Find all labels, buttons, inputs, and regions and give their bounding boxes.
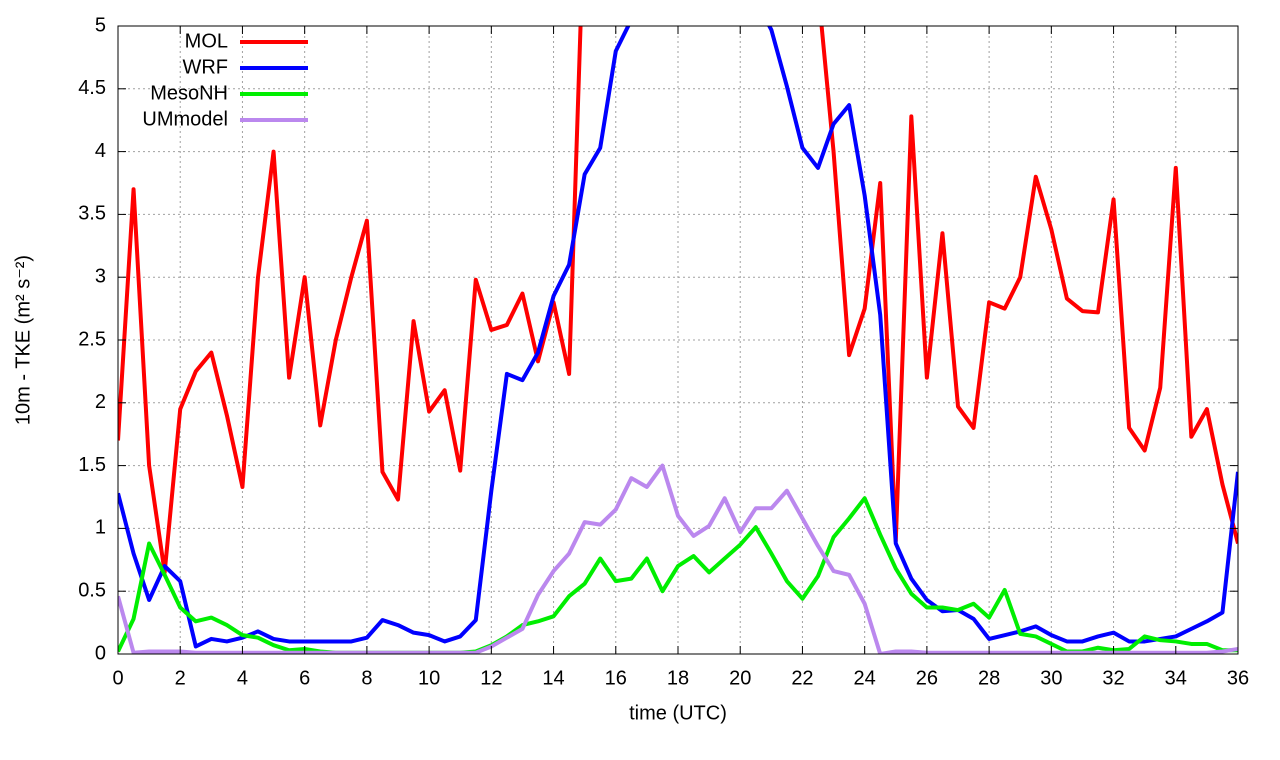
legend-label: MesoNH — [150, 82, 228, 104]
x-tick-label: 36 — [1227, 667, 1249, 689]
x-tick-label: 10 — [418, 667, 440, 689]
y-tick-label: 4 — [95, 140, 106, 162]
y-tick-label: 0 — [95, 642, 106, 664]
y-tick-label: 0.5 — [78, 579, 106, 601]
x-tick-label: 0 — [112, 667, 123, 689]
y-tick-label: 2 — [95, 391, 106, 413]
y-tick-label: 3 — [95, 265, 106, 287]
x-tick-label: 16 — [605, 667, 627, 689]
y-tick-label: 1.5 — [78, 454, 106, 476]
series-line — [118, 26, 1238, 575]
x-axis-label: time (UTC) — [629, 702, 727, 724]
y-tick-label: 1 — [95, 517, 106, 539]
legend-label: MOL — [185, 30, 228, 52]
x-tick-label: 20 — [729, 667, 751, 689]
x-tick-label: 22 — [791, 667, 813, 689]
x-tick-label: 30 — [1040, 667, 1062, 689]
series-line — [118, 463, 1238, 654]
x-tick-label: 26 — [916, 667, 938, 689]
series-line — [118, 26, 1238, 649]
x-tick-label: 6 — [299, 667, 310, 689]
x-tick-label: 28 — [978, 667, 1000, 689]
y-tick-label: 5 — [95, 14, 106, 36]
y-tick-label: 4.5 — [78, 77, 106, 99]
x-tick-label: 14 — [542, 667, 564, 689]
x-tick-label: 2 — [175, 667, 186, 689]
legend-label: UMmodel — [142, 108, 228, 130]
y-tick-label: 3.5 — [78, 203, 106, 225]
legend-label: WRF — [182, 56, 228, 78]
x-tick-label: 18 — [667, 667, 689, 689]
x-tick-label: 32 — [1102, 667, 1124, 689]
x-tick-label: 24 — [854, 667, 876, 689]
y-axis-label: 10m - TKE (m² s⁻²) — [12, 255, 34, 425]
y-tick-label: 2.5 — [78, 328, 106, 350]
x-tick-label: 12 — [480, 667, 502, 689]
x-tick-label: 8 — [361, 667, 372, 689]
x-tick-label: 34 — [1165, 667, 1187, 689]
x-tick-label: 4 — [237, 667, 248, 689]
